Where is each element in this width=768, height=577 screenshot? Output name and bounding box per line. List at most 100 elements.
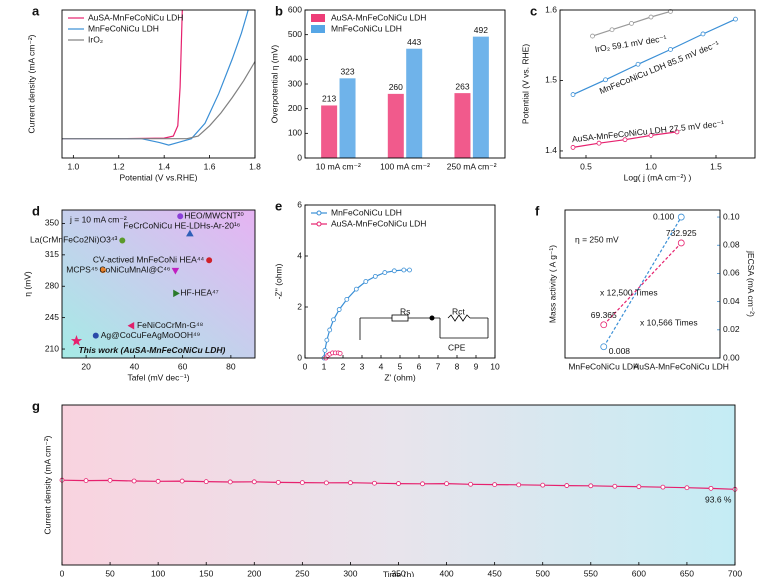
x-tick-label: 6: [417, 361, 422, 371]
x-tick-label: 150: [199, 568, 213, 577]
x-tick-label: 20: [81, 361, 91, 371]
plot-frame: [304, 204, 496, 359]
point: [677, 239, 685, 247]
point: [684, 485, 690, 491]
x-tick-label: 600: [632, 568, 646, 577]
circuit-resistor: [391, 314, 409, 322]
y-tick-label: 1.5: [545, 75, 557, 85]
y2-axis-label: jECSA (mA cm⁻²): [746, 250, 756, 317]
legend-label: IrO₂: [88, 34, 103, 44]
legend-swatch: [316, 221, 322, 227]
y-tick-label: 210: [45, 343, 59, 353]
annotation: 93.6 %: [705, 494, 732, 504]
point: [131, 478, 137, 484]
x-tick-label: 5: [398, 361, 403, 371]
legend-swatch: [311, 14, 325, 22]
point: [629, 20, 634, 26]
circuit-node: [429, 315, 435, 321]
point: [186, 229, 194, 237]
x-tick-label: 1.0: [67, 161, 79, 171]
bar: [387, 93, 404, 158]
point: [733, 16, 738, 22]
x-tick-label: 0: [60, 568, 65, 577]
plot-frame: [61, 404, 736, 566]
value-label: 69.365: [591, 310, 617, 320]
point: [570, 92, 576, 97]
y-tick-label: 315: [45, 249, 59, 259]
x-tick-label: 1.4: [158, 161, 170, 171]
panel-label: b: [275, 3, 283, 18]
x-tick-label: 100: [151, 568, 165, 577]
point: [92, 332, 99, 339]
point: [344, 296, 350, 302]
point-label: MCPS⁴⁵: [66, 264, 98, 274]
circuit-resistor: [447, 314, 471, 322]
y-tick-label: 600: [288, 4, 302, 14]
point: [179, 478, 185, 484]
plot-frame: [559, 9, 756, 159]
y-axis-label: Overpotential η (mV): [269, 45, 279, 124]
y-tick-label: 4: [297, 250, 302, 260]
point: [648, 14, 654, 20]
panel-label: c: [530, 3, 537, 18]
x-tick-label: 4: [379, 361, 384, 371]
y-axis-label: Mass activity ( A g⁻¹): [547, 245, 557, 323]
point: [251, 479, 257, 485]
point: [324, 337, 330, 343]
point: [540, 482, 546, 488]
x-tick-label: 80: [226, 361, 236, 371]
y2-tick-label: 0.00: [723, 352, 740, 362]
x-tick-label: 350: [391, 568, 405, 577]
bar: [406, 48, 423, 158]
x-tick-label: 1.6: [204, 161, 216, 171]
legend-swatch: [316, 210, 322, 216]
bar: [454, 93, 471, 158]
y-tick-label: 280: [45, 280, 59, 290]
x-tick-label: 0: [303, 361, 308, 371]
annotation: AuSA-MnFeCoNiCu LDH 27.5 mV dec⁻¹: [571, 118, 724, 144]
x-tick-label: 450: [488, 568, 502, 577]
x-axis-label: Potential (V vs.RHE): [120, 172, 198, 182]
y-tick-label: 400: [288, 54, 302, 64]
bar: [321, 105, 338, 158]
value-label: 443: [407, 37, 421, 47]
x-tick-label: 50: [105, 568, 115, 577]
x-tick-label: 3: [360, 361, 365, 371]
y2-tick-label: 0.06: [723, 268, 740, 278]
series-line: [62, 61, 256, 140]
value-label: 323: [340, 67, 354, 77]
value-label: 492: [474, 25, 488, 35]
x-tick-label: MnFeCoNiCu LDH: [568, 361, 639, 371]
y-axis-label: Current density (mA cm⁻²): [42, 435, 52, 534]
x-tick-label: 500: [536, 568, 550, 577]
annotation: IrO₂ 59.1 mV dec⁻¹: [594, 33, 667, 54]
y2-tick-label: 0.02: [723, 324, 740, 334]
x-tick-label: 550: [584, 568, 598, 577]
y-tick-label: 500: [288, 29, 302, 39]
point: [668, 47, 673, 52]
point-label: CV-actived MnFeCoNi HEA⁴⁴: [93, 254, 205, 264]
point: [648, 133, 654, 138]
annotation: η = 250 mV: [575, 234, 619, 244]
series-line: [603, 216, 682, 348]
y-axis-label: η (mV): [22, 271, 32, 297]
point: [468, 481, 474, 487]
point: [327, 327, 333, 333]
x-tick-label: 650: [680, 568, 694, 577]
value-label: 0.008: [609, 346, 631, 356]
point: [570, 145, 576, 150]
point: [173, 289, 180, 298]
annotation: Rct: [452, 306, 465, 316]
point: [674, 129, 680, 135]
point: [600, 321, 608, 329]
annotation: CPE: [448, 342, 466, 352]
point: [203, 479, 209, 485]
y2-tick-label: 0.08: [723, 239, 740, 249]
y-tick-label: 300: [288, 78, 302, 88]
point: [70, 334, 83, 346]
annotation: Rs: [400, 306, 410, 316]
y-tick-label: 245: [45, 312, 59, 322]
x-tick-label: 1: [322, 361, 327, 371]
point: [353, 286, 359, 292]
